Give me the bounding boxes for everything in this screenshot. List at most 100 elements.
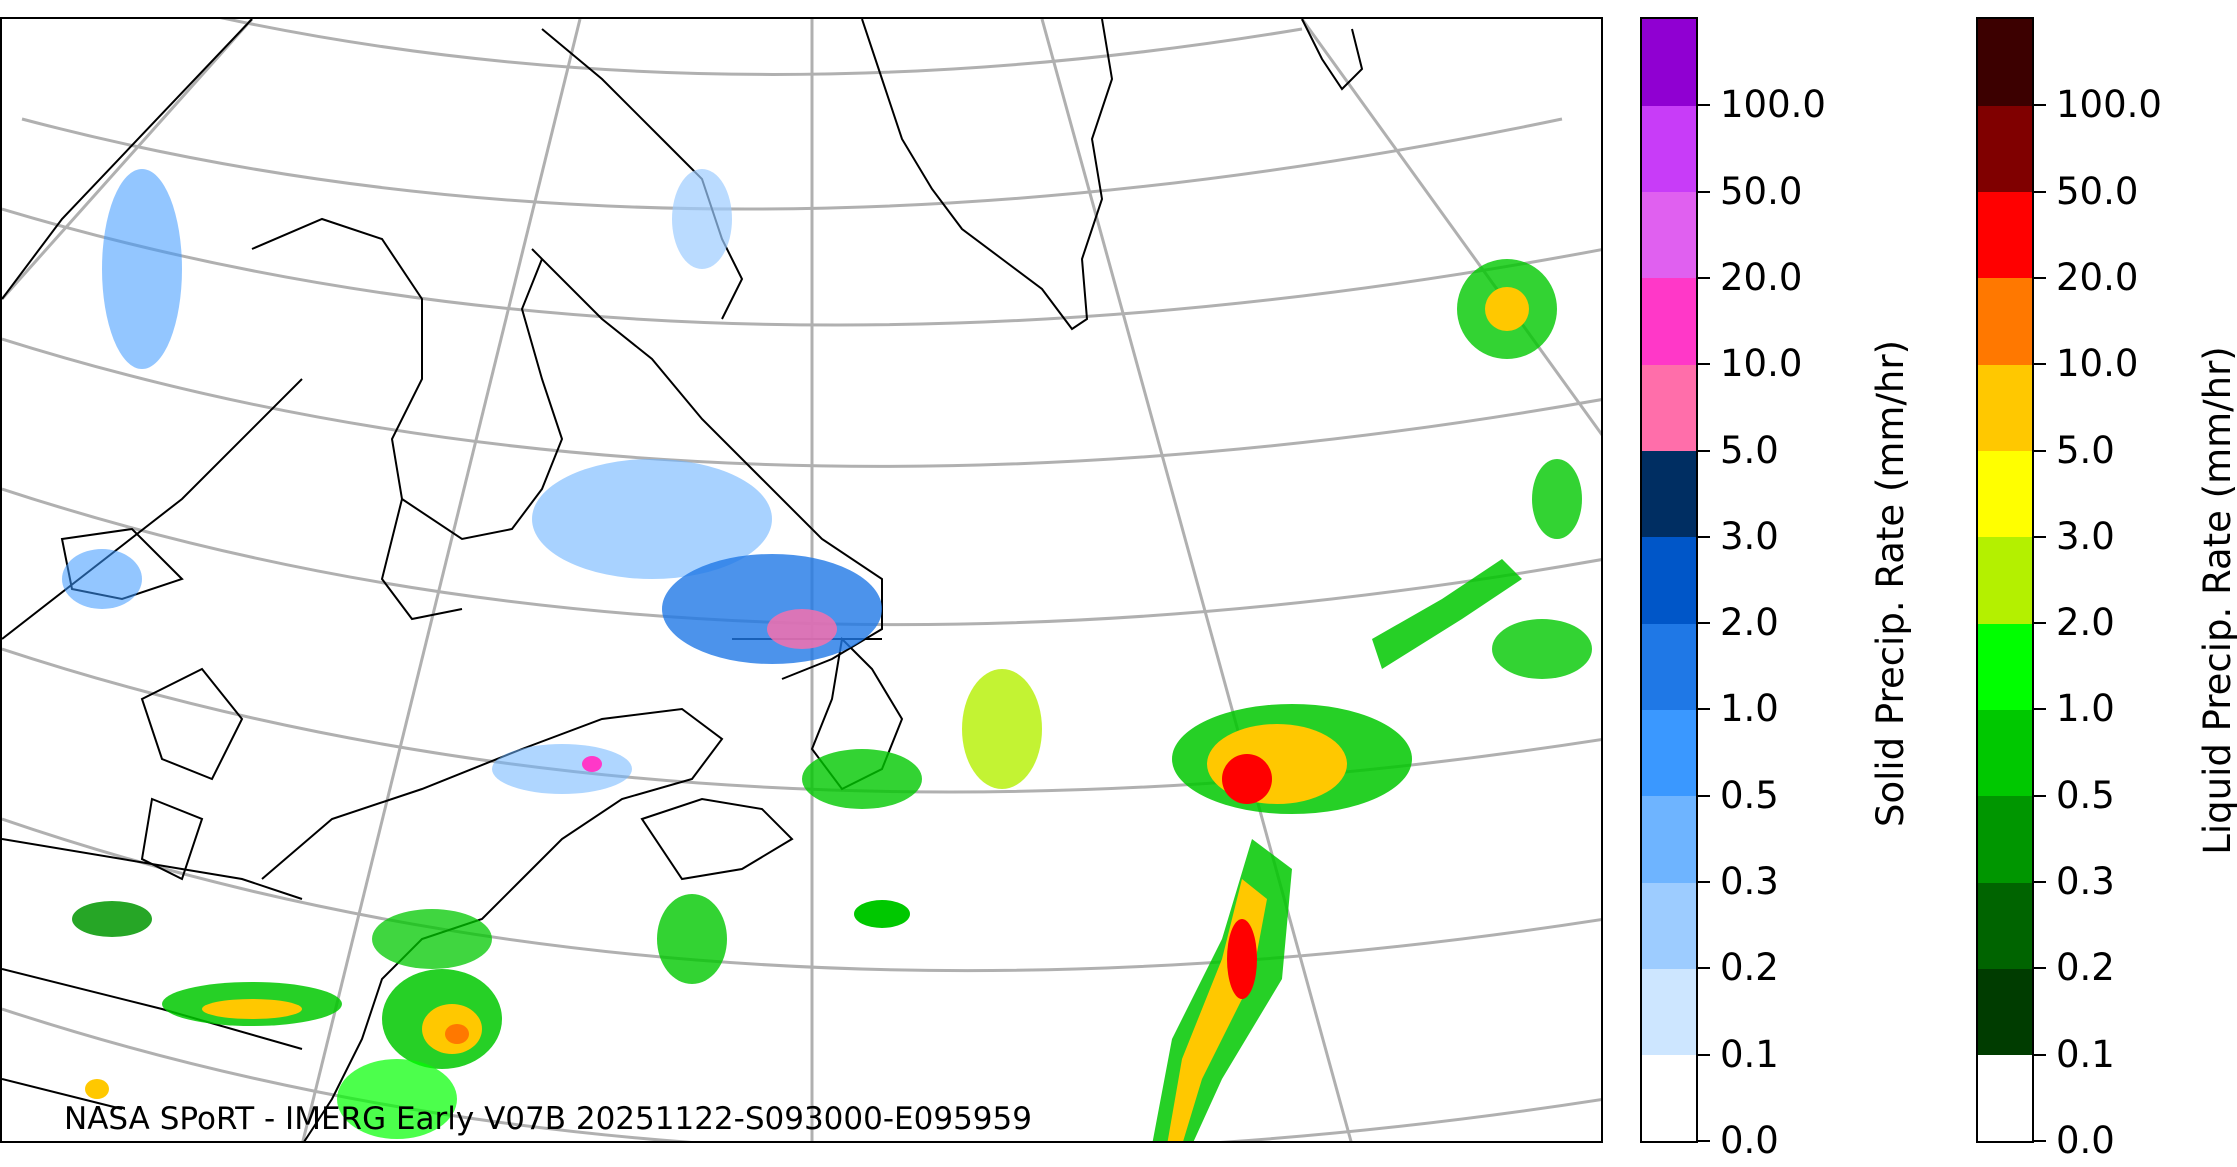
parallel-line — [21, 117, 1563, 211]
tick-label: 100.0 — [1720, 83, 1826, 127]
rain-area — [1532, 459, 1582, 539]
tick-label: 0.1 — [2056, 1032, 2115, 1076]
tick-mark — [1698, 881, 1710, 884]
tick-label: 0.1 — [1720, 1032, 1779, 1076]
st-lawrence-coast — [261, 707, 724, 1141]
snow-area — [492, 744, 632, 794]
colorbar-segment — [1978, 623, 2032, 710]
rain-area — [854, 900, 910, 928]
parallel-line — [2, 337, 1601, 468]
colorbar-segment — [1978, 1054, 2032, 1142]
colorbar-segment — [1642, 19, 1696, 106]
liquid-precip-ticks: 0.0 0.1 0.2 0.3 0.5 1.0 2.0 3.0 5.0 10.0 20.0 50.0 1… — [2034, 17, 2204, 1161]
tick-label: 20.0 — [1720, 255, 1803, 299]
parallel-line — [220, 19, 1303, 76]
tick-label: 0.3 — [2056, 860, 2115, 904]
tick-mark — [2034, 622, 2046, 625]
tick-label: 50.0 — [2056, 169, 2139, 213]
colorbar-segment — [1642, 968, 1696, 1056]
rain-area — [962, 669, 1042, 789]
greenland-coast-east — [1301, 19, 1364, 91]
tick-mark — [2034, 276, 2046, 279]
colorbar-segment — [1642, 709, 1696, 797]
tick-label: 1.0 — [1720, 687, 1779, 731]
rain-area — [657, 894, 727, 984]
tick-mark — [2034, 363, 2046, 366]
labrador-coast — [531, 248, 883, 680]
solid-precip-ticks: 0.0 0.1 0.2 0.3 0.5 1.0 2.0 3.0 5.0 10.0 20.0 50.0 1… — [1698, 17, 1868, 1161]
colorbar-segment — [1642, 105, 1696, 193]
map-caption: NASA SPoRT - IMERG Early V07B 20251122-S… — [64, 1101, 1032, 1137]
tick-mark — [1698, 794, 1710, 797]
james-bay — [380, 498, 463, 621]
rain-area — [445, 1024, 469, 1044]
rain-area — [202, 999, 302, 1019]
meridian-line — [1040, 19, 1353, 1141]
colorbar-segment — [1978, 709, 2032, 797]
rain-area — [1227, 919, 1257, 999]
precipitation-areas — [62, 169, 1592, 1141]
colorbar-segment — [1978, 968, 2032, 1056]
tick-label: 10.0 — [1720, 342, 1803, 386]
snow-area — [767, 609, 837, 649]
colorbar-segment — [1978, 536, 2032, 624]
meridian-line — [301, 19, 582, 1141]
tick-mark — [2034, 449, 2046, 452]
snow-area — [582, 756, 602, 772]
border-line — [2, 838, 303, 900]
border-line — [2, 378, 303, 640]
tick-label: 20.0 — [2056, 255, 2139, 299]
snow-area — [532, 459, 772, 579]
parallel-line — [2, 817, 1601, 973]
rain-area — [85, 1079, 109, 1099]
border-line — [2, 19, 253, 300]
colorbar-segment — [1642, 1054, 1696, 1142]
colorbar-segment — [1642, 364, 1696, 452]
tick-label: 2.0 — [2056, 601, 2115, 645]
colorbar-segment — [1978, 795, 2032, 883]
tick-label: 0.0 — [1720, 1119, 1779, 1162]
colorbar-segment — [1978, 882, 2032, 969]
border-line — [2, 1078, 123, 1110]
tick-label: 10.0 — [2056, 342, 2139, 386]
tick-mark — [2034, 190, 2046, 193]
rain-area — [802, 749, 922, 809]
great-lakes — [140, 667, 244, 781]
snow-area — [62, 549, 142, 609]
solid-precip-axis-label: Solid Precip. Rate (mm/hr) — [1868, 339, 1912, 827]
tick-label: 5.0 — [1720, 428, 1779, 472]
tick-label: 2.0 — [1720, 601, 1779, 645]
colorbar-segment — [1978, 277, 2032, 365]
colorbar-segment — [1978, 364, 2032, 452]
rain-area — [1492, 619, 1592, 679]
parallel-line — [2, 207, 1601, 327]
tick-mark — [1698, 535, 1710, 538]
colorbar-segment — [1642, 882, 1696, 969]
greenland-coast — [861, 19, 1114, 331]
precipitation-map: NASA SPoRT - IMERG Early V07B 20251122-S… — [0, 17, 1603, 1143]
border-line — [2, 968, 303, 1050]
great-lakes-2 — [140, 797, 204, 881]
rain-area — [1222, 754, 1272, 804]
liquid-precip-axis-label: Liquid Precip. Rate (mm/hr) — [2195, 345, 2237, 855]
tick-mark — [2034, 967, 2046, 970]
hudson-bay-coast — [251, 217, 564, 541]
tick-mark — [1698, 449, 1710, 452]
tick-label: 0.2 — [2056, 946, 2115, 990]
colorbar-segment — [1642, 450, 1696, 538]
meridian-line — [2, 19, 254, 300]
colorbar-segment — [1978, 450, 2032, 538]
rain-band — [1372, 559, 1522, 669]
colorbar-segment — [1642, 795, 1696, 883]
tick-label: 0.5 — [1720, 773, 1779, 817]
tick-mark — [2034, 708, 2046, 711]
tick-mark — [1698, 1140, 1710, 1142]
rain-area — [372, 909, 492, 969]
tick-mark — [2034, 1140, 2046, 1142]
parallel-line — [2, 1007, 1601, 1141]
tick-mark — [1698, 363, 1710, 366]
colorbar-segment — [1642, 536, 1696, 624]
tick-label: 0.2 — [1720, 946, 1779, 990]
tick-mark — [2034, 794, 2046, 797]
nova-scotia — [640, 797, 794, 881]
